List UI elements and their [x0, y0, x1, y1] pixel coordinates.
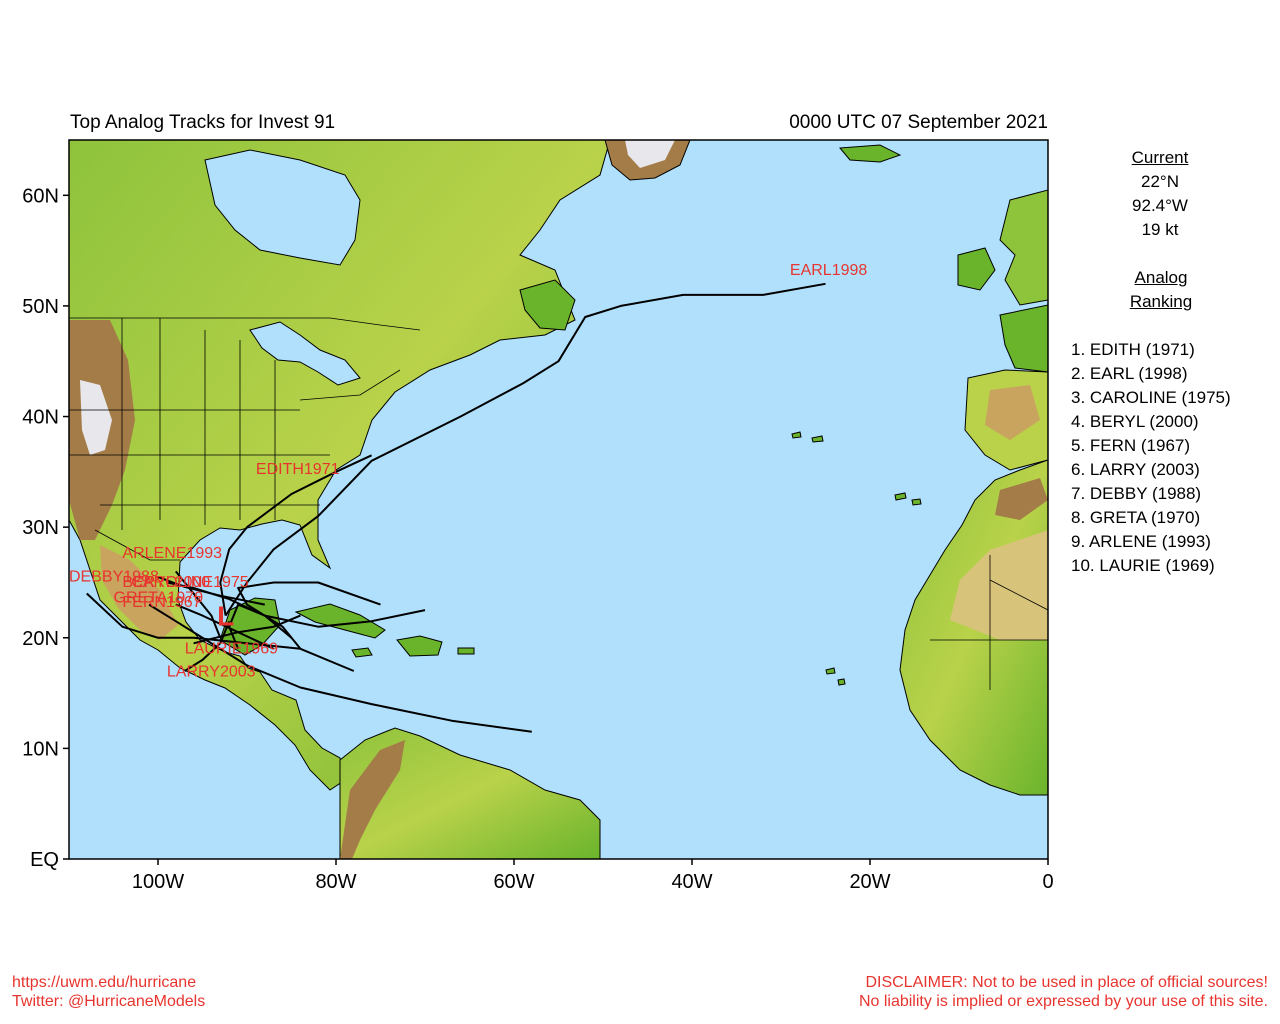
political-borders	[69, 317, 1048, 690]
current-speed: 19 kt	[1141, 220, 1179, 239]
longitude-axis: 100W 80W 60W 40W 20W 0	[132, 859, 1054, 893]
lat-tick-label: EQ	[30, 849, 59, 871]
south-america	[339, 727, 601, 859]
ranking-item: 1. EDITH (1971)	[1071, 340, 1195, 359]
map-datetime: 0000 UTC 07 September 2021	[789, 112, 1048, 133]
footer-right: DISCLAIMER: Not to be used in place of o…	[859, 973, 1268, 1011]
track-line-earl1998	[224, 282, 826, 617]
lat-tick-label: 60N	[22, 185, 59, 207]
footer-twitter[interactable]: Twitter: @HurricaneModels	[12, 993, 206, 1010]
hudson-bay	[204, 149, 361, 266]
great-lakes	[249, 321, 361, 386]
footer-url[interactable]: https://uwm.edu/hurricane	[12, 974, 197, 991]
track-label-earl1998: EARL1998	[790, 262, 867, 279]
track-label-beryl2000: BERYL2000	[122, 574, 210, 591]
azores	[791, 431, 824, 443]
british-isles	[999, 189, 1048, 306]
lon-tick-label: 80W	[315, 871, 356, 893]
north-america-landmass	[69, 140, 611, 791]
track-line	[237, 581, 381, 650]
track-line-greta1970	[148, 603, 532, 733]
track-label-greta1970: GRETA1970	[114, 589, 204, 606]
hispaniola	[396, 635, 443, 657]
cuba	[294, 603, 386, 639]
canary-islands	[894, 492, 922, 506]
newfoundland	[519, 279, 576, 331]
ranking-item: 4. BERYL (2000)	[1071, 412, 1199, 431]
jamaica	[351, 647, 373, 658]
track-label-debby1988: DEBBY1988	[69, 568, 159, 585]
lon-tick-label: 100W	[132, 871, 184, 893]
lon-tick-label: 0	[1042, 871, 1053, 893]
current-heading: Current	[1131, 148, 1189, 167]
footer-disclaimer-2: No liability is implied or expressed by …	[858, 993, 1268, 1010]
iceland-area	[838, 144, 902, 163]
track-label-larry2003: LARRY2003	[167, 663, 256, 680]
footer-disclaimer-1: DISCLAIMER: Not to be used in place of o…	[865, 974, 1268, 991]
current-lon: 92.4°W	[1132, 196, 1188, 215]
puerto-rico	[457, 647, 475, 655]
ranking-item: 5. FERN (1967)	[1071, 436, 1191, 455]
ranking-item: 8. GRETA (1970)	[1071, 508, 1201, 527]
lat-tick-label: 40N	[22, 407, 59, 429]
track-label-fern1967: FERN1967	[122, 594, 201, 611]
track-label-arlene1993: ARLENE1993	[122, 545, 222, 562]
track-label-caroline1975: CAROLINE1975	[131, 574, 248, 591]
track-line-larry2003	[184, 620, 231, 672]
ranking-item: 10. LAURIE (1969)	[1071, 556, 1215, 575]
analog-ranking-heading: Analog Ranking	[1076, 266, 1246, 314]
track-line-edith1971	[219, 454, 373, 616]
lon-tick-label: 60W	[493, 871, 534, 893]
lat-tick-label: 30N	[22, 517, 59, 539]
greenland-ice	[625, 140, 675, 168]
track-line-beryl2000	[157, 575, 265, 606]
mexico-plateau	[100, 545, 178, 640]
map-title: Top Analog Tracks for Invest 91	[70, 112, 336, 133]
andes	[340, 740, 405, 859]
iberia-highlands	[985, 385, 1040, 440]
lon-tick-label: 20W	[849, 871, 890, 893]
lon-tick-label: 40W	[671, 871, 712, 893]
analog-ranking-list: 1. EDITH (1971) 2. EARL (1998) 3. CAROLINE…	[1071, 338, 1231, 578]
current-position-marker: L	[217, 601, 234, 632]
map-frame	[68, 139, 1049, 860]
track-line-arlene1993	[175, 570, 222, 639]
lat-tick-label: 20N	[22, 628, 59, 650]
analog-heading-text: Analog Ranking	[1129, 268, 1193, 311]
lat-tick-label: 10N	[22, 738, 59, 760]
track-label-edith1971: EDITH1971	[256, 461, 340, 478]
current-info: Current 22°N 92.4°W 19 kt	[1065, 146, 1255, 242]
ranking-item: 7. DEBBY (1988)	[1071, 484, 1202, 503]
current-lat: 22°N	[1141, 172, 1179, 191]
rocky-mountain-snow	[80, 380, 112, 455]
lat-tick-label: 50N	[22, 296, 59, 318]
analog-tracks	[86, 282, 826, 733]
ranking-item: 9. ARLENE (1993)	[1071, 532, 1211, 551]
ireland	[957, 247, 996, 291]
cape-verde	[825, 667, 846, 686]
footer-left: https://uwm.edu/hurricane Twitter: @Hurr…	[12, 973, 205, 1011]
atlas-mountains	[995, 478, 1048, 520]
ranking-item: 2. EARL (1998)	[1071, 364, 1188, 383]
track-label-laurie1969: LAURIE1969	[185, 640, 278, 657]
france	[999, 304, 1048, 373]
track-line-fern1967	[175, 603, 275, 650]
ranking-item: 6. LARRY (2003)	[1071, 460, 1200, 479]
ranking-item: 3. CAROLINE (1975)	[1071, 388, 1231, 407]
latitude-axis: 60N 50N 40N 30N 20N 10N EQ	[22, 185, 69, 871]
